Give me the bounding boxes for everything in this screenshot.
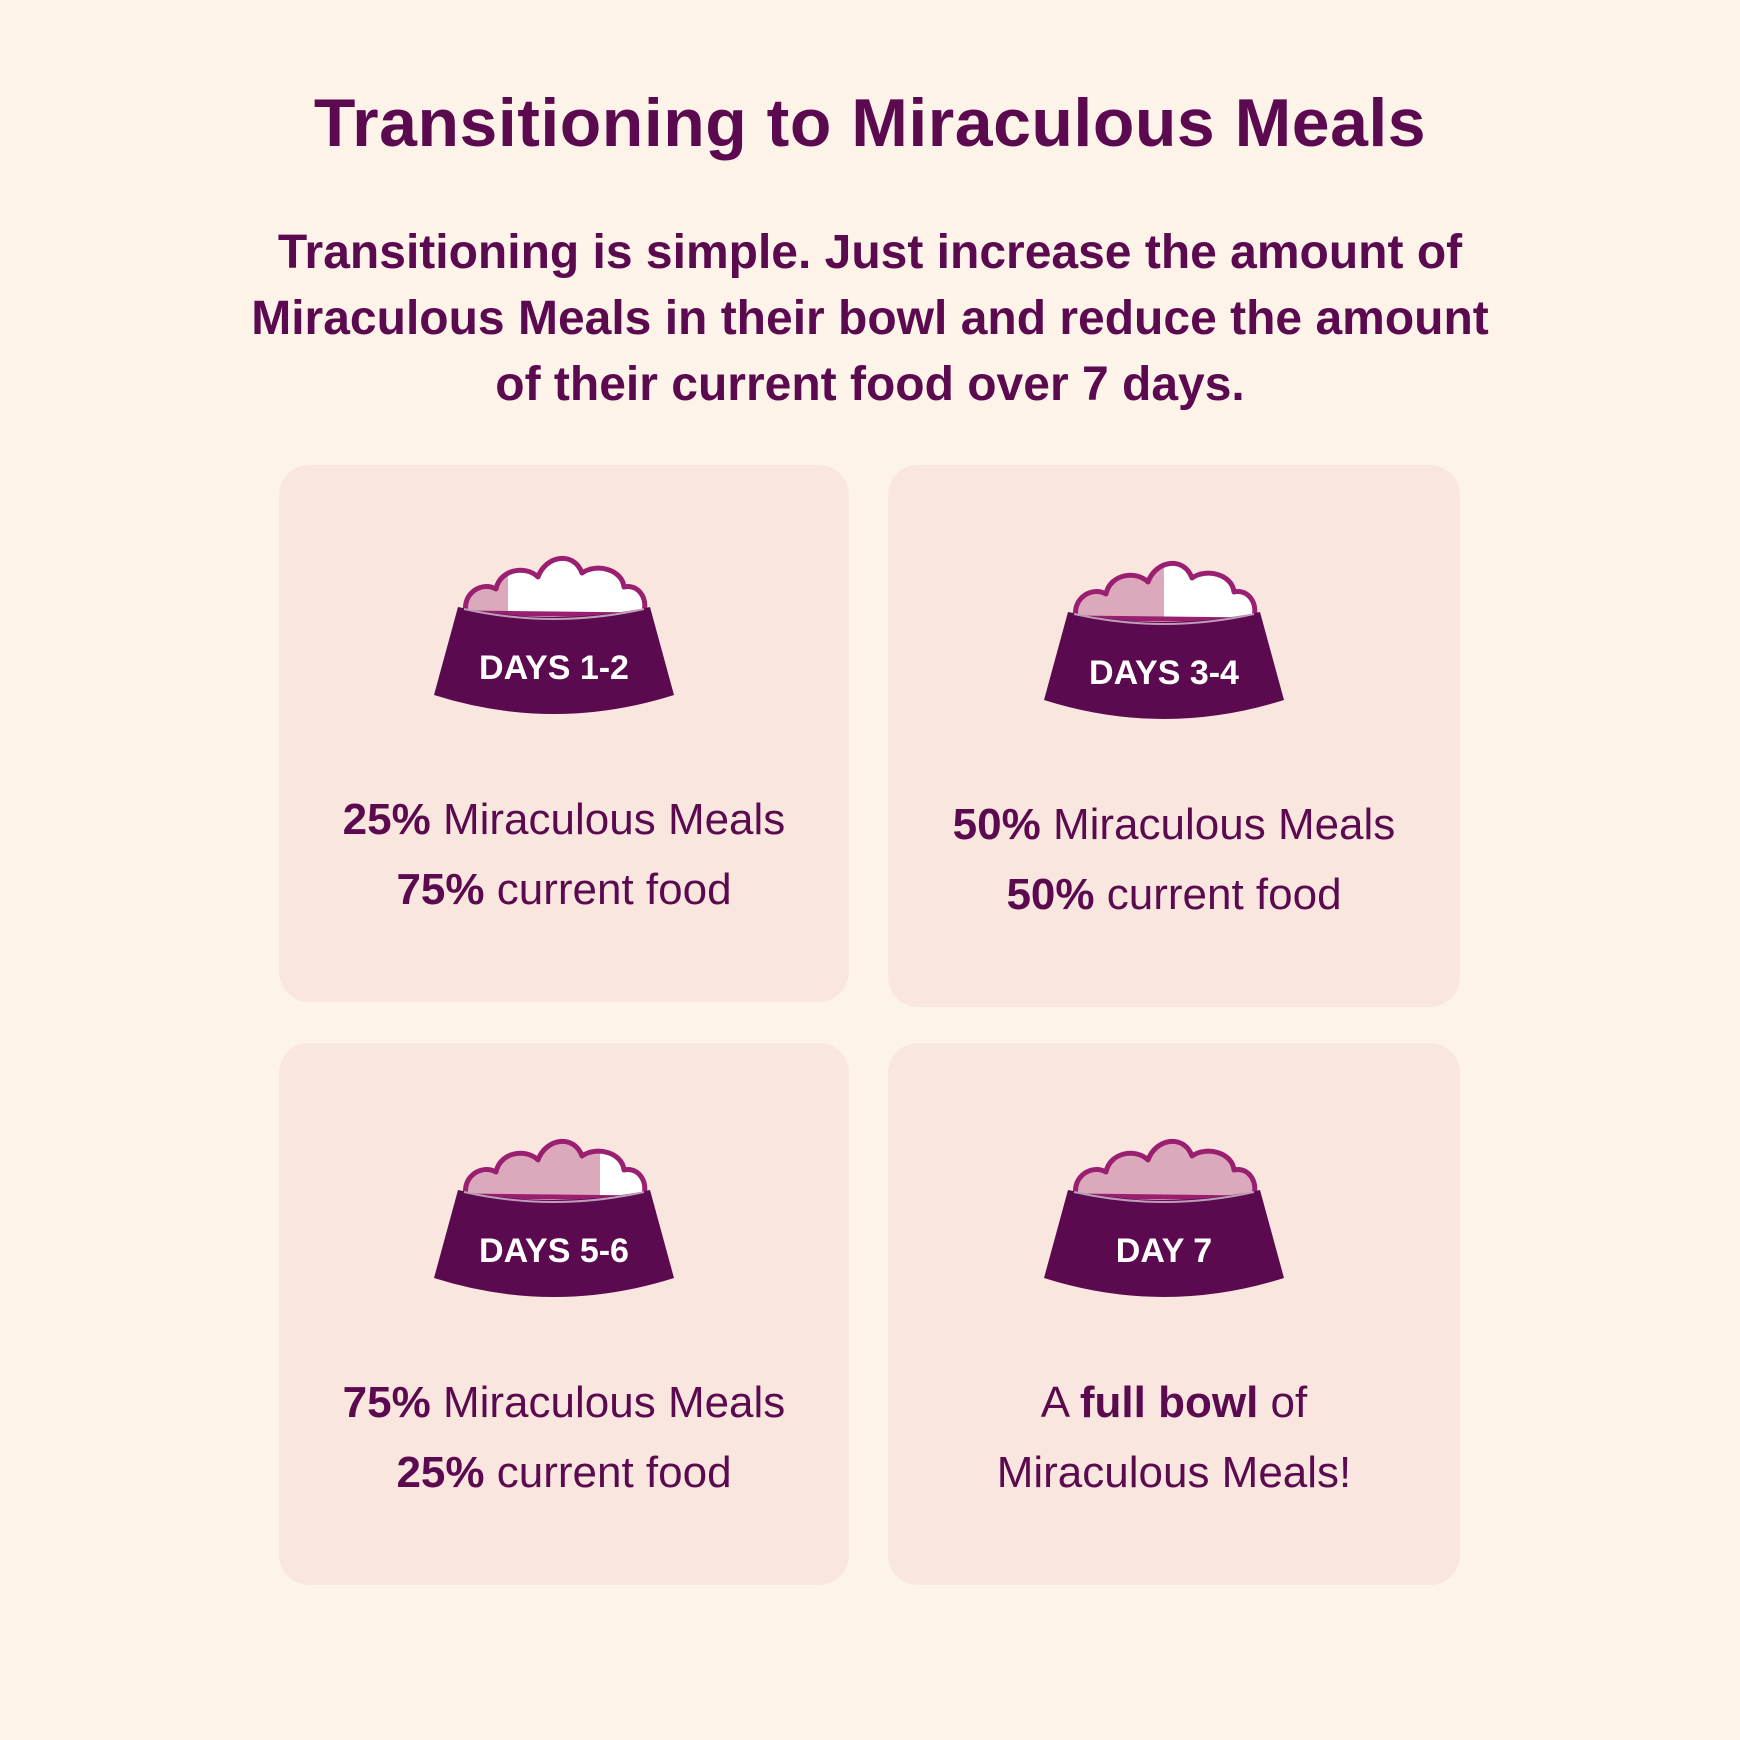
new-food-percent: 75%: [342, 1378, 431, 1427]
intro-text: Transitioning is simple. Just increase t…: [251, 226, 1489, 411]
stage-description: 50% Miraculous Meals 50% current food: [888, 790, 1460, 930]
new-food-line: 75% Miraculous Meals: [342, 1378, 786, 1427]
full-bowl-emphasis: full bowl: [1079, 1378, 1259, 1427]
bowl-rim: [463, 608, 645, 620]
food-outline: [463, 1138, 648, 1201]
bowl-body: [1044, 612, 1284, 719]
food-outline: [1073, 560, 1258, 623]
bowl-body: [434, 607, 674, 714]
stage-card-days-5-6: DAYS 5-6 75% Miraculous Meals 25% curren…: [279, 1043, 849, 1585]
food-bowl-icon: DAYS 1-2: [434, 555, 674, 714]
current-food-line: 75% current food: [396, 865, 732, 914]
food-outline: [1073, 1138, 1258, 1201]
new-food-percent: 25%: [342, 795, 431, 844]
current-food-percent: 25%: [396, 1448, 485, 1497]
stage-card-day-7: DAY 7 A full bowl of Miraculous Meals!: [888, 1043, 1460, 1585]
food-bowl-icon: DAYS 3-4: [1044, 560, 1284, 719]
current-food-line: 25% current food: [396, 1448, 732, 1497]
bowl-day-label: DAYS 3-4: [1089, 654, 1239, 692]
bowl-rim: [463, 1191, 645, 1203]
bowl-body: [434, 1190, 674, 1297]
food-bowl-icon: DAY 7: [1044, 1138, 1284, 1297]
current-food-percent: 75%: [396, 865, 485, 914]
bowl-day-label: DAYS 5-6: [479, 1232, 629, 1270]
stage-description: 25% Miraculous Meals 75% current food: [279, 785, 849, 925]
current-food-line: 50% current food: [1006, 870, 1342, 919]
new-food-line: 50% Miraculous Meals: [952, 800, 1396, 849]
new-food-line: 25% Miraculous Meals: [342, 795, 786, 844]
bowl-day-label: DAY 7: [1116, 1232, 1212, 1270]
bowl-day-label: DAYS 1-2: [479, 649, 629, 687]
full-bowl-line-2: Miraculous Meals!: [996, 1448, 1352, 1497]
bowl-body: [1044, 1190, 1284, 1297]
full-bowl-line: A full bowl of: [1040, 1378, 1308, 1427]
stage-description: A full bowl of Miraculous Meals!: [888, 1368, 1460, 1508]
stage-card-days-1-2: DAYS 1-2 25% Miraculous Meals 75% curren…: [279, 465, 849, 1002]
bowl-rim: [1073, 1191, 1255, 1203]
current-food-percent: 50%: [1006, 870, 1095, 919]
food-bowl-icon: DAYS 5-6: [434, 1138, 674, 1297]
page-title: Transitioning to Miraculous Meals: [313, 85, 1427, 161]
food-outline: [463, 555, 648, 618]
bowl-rim: [1073, 613, 1255, 625]
stage-card-days-3-4: DAYS 3-4 50% Miraculous Meals 50% curren…: [888, 465, 1460, 1007]
new-food-percent: 50%: [952, 800, 1041, 849]
stage-description: 75% Miraculous Meals 25% current food: [279, 1368, 849, 1508]
